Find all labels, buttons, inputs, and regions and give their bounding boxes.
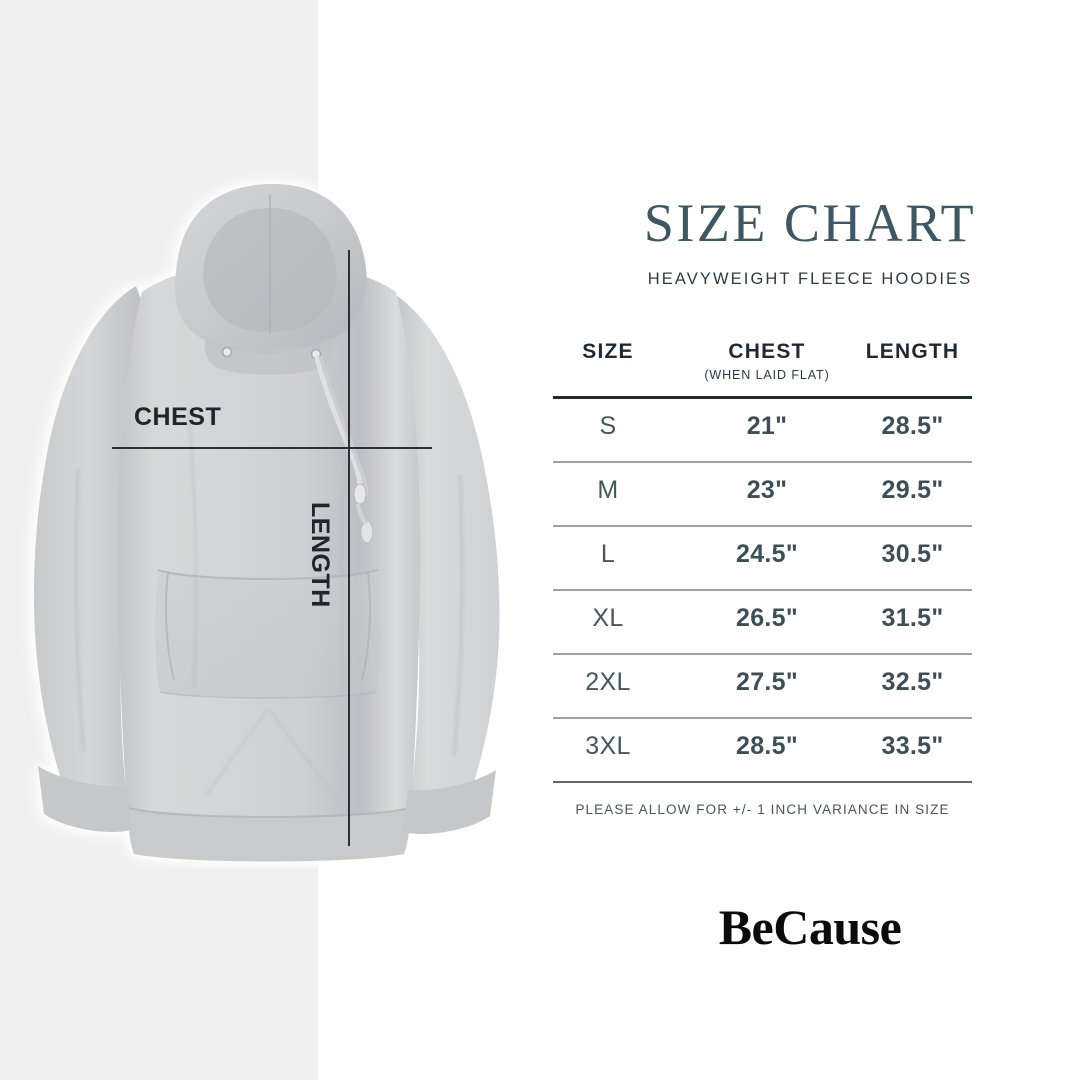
table-row: L 24.5" 30.5" xyxy=(553,527,972,591)
page-title: SIZE CHART xyxy=(643,193,977,253)
cell-chest: 27.5" xyxy=(735,667,798,696)
table-row: XL 26.5" 31.5" xyxy=(553,591,972,655)
row-divider xyxy=(553,461,972,463)
table-header-divider xyxy=(553,396,972,399)
cell-size: 3XL xyxy=(585,731,631,760)
cell-chest: 24.5" xyxy=(735,539,798,568)
row-divider xyxy=(553,717,972,719)
row-divider xyxy=(553,525,972,527)
table-row: S 21" 28.5" xyxy=(553,399,972,463)
cell-size: 2XL xyxy=(585,667,631,696)
cell-chest: 28.5" xyxy=(735,731,798,760)
table-row: 3XL 28.5" 33.5" xyxy=(553,719,972,783)
row-divider xyxy=(553,589,972,591)
variance-note: PLEASE ALLOW FOR +/- 1 INCH VARIANCE IN … xyxy=(575,802,950,817)
cell-size: XL xyxy=(592,603,624,632)
cell-chest: 26.5" xyxy=(735,603,798,632)
page-subtitle: HEAVYWEIGHT FLEECE HOODIES xyxy=(647,270,973,288)
cell-size: S xyxy=(599,411,617,440)
hoodie-illustration xyxy=(33,183,500,862)
hoodie-image xyxy=(18,168,528,868)
table-row: M 23" 29.5" xyxy=(553,463,972,527)
column-header-length: LENGTH xyxy=(865,340,960,363)
cell-length: 32.5" xyxy=(881,667,944,696)
cell-length: 33.5" xyxy=(881,731,944,760)
column-header-size: SIZE xyxy=(582,340,634,363)
table-row: 2XL 27.5" 32.5" xyxy=(553,655,972,719)
brand-logo: BeCause xyxy=(718,899,902,955)
cell-length: 28.5" xyxy=(881,411,944,440)
cell-chest: 21" xyxy=(746,411,788,440)
cell-size: L xyxy=(600,539,616,568)
cell-length: 31.5" xyxy=(881,603,944,632)
table-header-row: SIZE CHEST (WHEN LAID FLAT) LENGTH xyxy=(553,340,972,396)
cell-size: M xyxy=(597,475,619,504)
cell-length: 30.5" xyxy=(881,539,944,568)
cell-length: 29.5" xyxy=(881,475,944,504)
column-header-chest: CHEST xyxy=(728,340,806,363)
row-divider xyxy=(553,653,972,655)
cell-chest: 23" xyxy=(746,475,788,504)
size-table: SIZE CHEST (WHEN LAID FLAT) LENGTH S 21"… xyxy=(553,340,972,783)
row-divider xyxy=(553,781,972,783)
size-chart-panel: SIZE CHART HEAVYWEIGHT FLEECE HOODIES SI… xyxy=(540,0,1080,1080)
column-header-chest-sublabel: (WHEN LAID FLAT) xyxy=(704,368,830,382)
product-image-area: CHEST LENGTH xyxy=(18,168,528,868)
